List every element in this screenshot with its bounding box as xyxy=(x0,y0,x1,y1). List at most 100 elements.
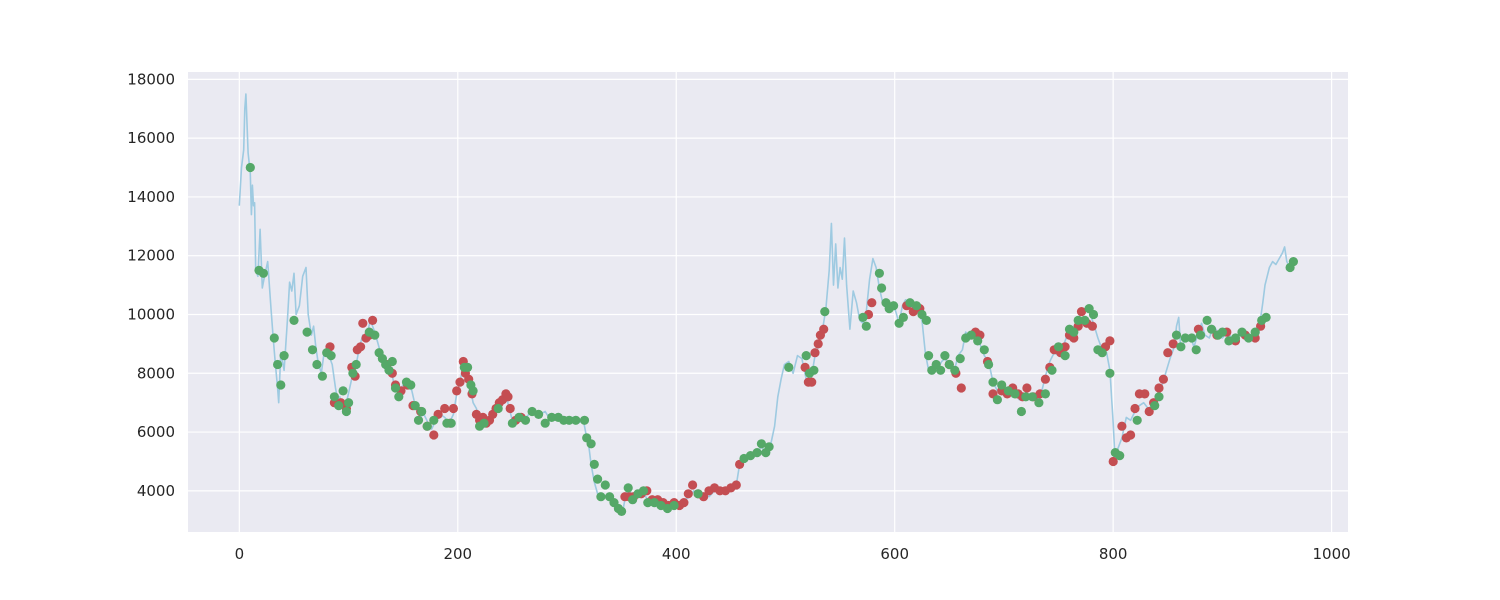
green-marker xyxy=(874,268,885,278)
y-tick-label: 16000 xyxy=(127,129,175,147)
green-marker xyxy=(326,351,336,361)
red-marker xyxy=(1130,403,1140,414)
green-marker xyxy=(809,365,819,375)
red-marker xyxy=(356,342,366,352)
red-marker xyxy=(1144,406,1154,417)
red-marker xyxy=(440,403,450,414)
plot-background xyxy=(188,72,1348,532)
red-marker xyxy=(429,430,439,440)
green-marker xyxy=(1244,333,1254,343)
green-marker xyxy=(988,377,998,387)
green-marker xyxy=(394,392,404,402)
red-marker xyxy=(813,339,823,349)
x-tick-label: 1000 xyxy=(1313,545,1351,563)
red-marker xyxy=(1158,374,1168,384)
green-marker xyxy=(979,345,989,355)
green-marker xyxy=(468,386,478,396)
red-marker xyxy=(1168,339,1178,349)
green-marker xyxy=(1237,327,1247,337)
green-marker xyxy=(1088,309,1099,320)
green-marker xyxy=(628,495,638,505)
green-marker xyxy=(1073,315,1083,325)
green-marker xyxy=(820,307,830,317)
red-marker xyxy=(1105,336,1115,346)
green-marker xyxy=(756,439,767,449)
red-marker xyxy=(688,480,698,490)
red-marker xyxy=(448,403,458,414)
red-marker xyxy=(1140,389,1150,399)
green-marker xyxy=(410,401,420,411)
green-marker xyxy=(1115,451,1125,461)
y-tick-label: 10000 xyxy=(127,305,175,323)
green-marker xyxy=(623,483,633,493)
green-marker xyxy=(312,359,322,370)
green-marker xyxy=(784,362,794,372)
green-marker xyxy=(1060,351,1070,361)
green-marker xyxy=(973,336,983,346)
green-marker xyxy=(351,359,361,370)
green-marker xyxy=(564,415,574,425)
y-tick-label: 4000 xyxy=(137,482,175,500)
green-marker xyxy=(579,415,590,425)
green-marker xyxy=(1080,315,1090,325)
red-marker xyxy=(505,403,515,414)
green-marker xyxy=(429,415,439,425)
green-marker xyxy=(861,321,871,331)
green-marker xyxy=(1202,315,1212,325)
green-marker xyxy=(1105,368,1115,378)
green-marker xyxy=(348,368,358,378)
green-marker xyxy=(1230,333,1241,343)
green-marker xyxy=(955,354,965,364)
green-marker xyxy=(669,500,679,511)
green-marker xyxy=(493,403,503,414)
green-marker xyxy=(940,351,950,361)
green-marker xyxy=(446,418,456,428)
green-marker xyxy=(589,459,599,469)
red-marker xyxy=(956,383,966,393)
green-marker xyxy=(413,415,424,425)
green-marker xyxy=(936,365,946,375)
red-marker xyxy=(1022,383,1032,393)
red-marker xyxy=(807,377,817,387)
red-marker xyxy=(368,315,378,325)
green-marker xyxy=(1021,392,1031,402)
green-marker xyxy=(752,448,762,458)
green-marker xyxy=(1016,406,1026,417)
red-marker xyxy=(1163,348,1173,358)
red-marker xyxy=(810,348,820,358)
green-marker xyxy=(1187,333,1197,343)
x-tick-label: 600 xyxy=(880,545,909,563)
red-marker xyxy=(1117,421,1127,431)
green-marker xyxy=(944,359,954,370)
green-marker xyxy=(801,351,811,361)
y-tick-label: 12000 xyxy=(127,247,175,265)
green-marker xyxy=(390,383,401,393)
red-marker xyxy=(452,386,462,396)
green-marker xyxy=(911,301,922,311)
red-marker xyxy=(1060,342,1070,352)
green-marker xyxy=(950,365,960,375)
red-marker xyxy=(1076,307,1087,317)
green-marker xyxy=(258,268,268,278)
green-marker xyxy=(593,474,603,484)
green-marker xyxy=(858,312,868,322)
grid-lines xyxy=(188,72,1348,532)
green-marker xyxy=(1261,312,1271,322)
green-marker xyxy=(764,442,774,452)
green-marker xyxy=(1288,257,1298,267)
tick-labels: 0 200 400 600 800 1000 4000 6000 8000 10000 12000 1… xyxy=(127,70,1350,563)
red-marker xyxy=(819,324,829,334)
green-marker xyxy=(540,418,550,428)
x-tick-label: 200 xyxy=(443,545,472,563)
green-marker xyxy=(992,395,1003,405)
red-marker xyxy=(731,480,741,490)
green-marker xyxy=(984,359,994,370)
green-marker xyxy=(617,506,627,516)
green-marker xyxy=(370,330,380,340)
green-marker xyxy=(877,283,887,293)
green-marker xyxy=(1040,389,1050,399)
green-marker xyxy=(317,371,327,381)
green-marker xyxy=(302,327,312,337)
red-marker xyxy=(358,318,368,328)
